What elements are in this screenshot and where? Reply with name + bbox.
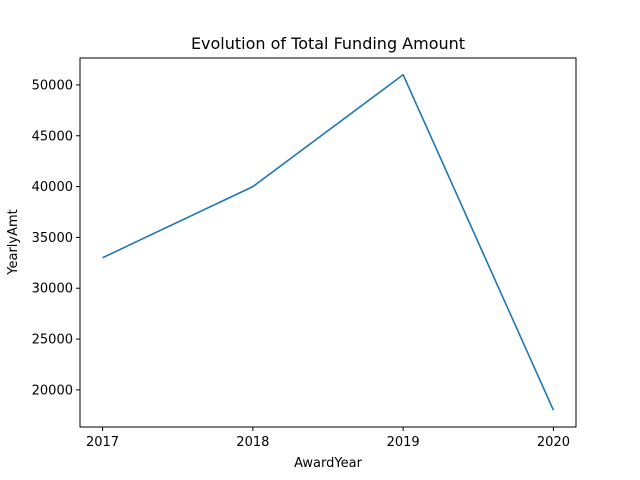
y-axis: 20000 25000 30000 35000 40000 45000 50000 — [32, 78, 80, 398]
y-tick-label: 25000 — [32, 333, 73, 348]
data-point — [553, 409, 555, 411]
series-layer — [102, 73, 555, 411]
y-tick-label: 45000 — [32, 129, 73, 144]
y-tick-label: 50000 — [32, 78, 73, 93]
x-tick-label: 2018 — [236, 435, 269, 450]
x-axis: 2017 2018 2019 2020 — [86, 427, 570, 450]
y-axis-label: YearlyAmt — [6, 209, 21, 275]
chart-title: Evolution of Total Funding Amount — [191, 34, 465, 53]
y-tick-label: 35000 — [32, 231, 73, 246]
plot-frame — [79, 57, 577, 428]
plot-area — [79, 57, 577, 428]
series-line-0 — [102, 73, 555, 411]
y-tick-label: 20000 — [32, 383, 73, 398]
x-tick-label: 2019 — [387, 435, 420, 450]
x-axis-label: AwardYear — [294, 456, 363, 471]
x-tick-label: 2017 — [86, 435, 119, 450]
x-tick-label: 2020 — [537, 435, 570, 450]
data-point — [402, 74, 404, 76]
y-tick-label: 30000 — [32, 282, 73, 297]
y-tick-label: 40000 — [32, 180, 73, 195]
data-point — [252, 186, 254, 188]
data-point — [102, 257, 104, 259]
